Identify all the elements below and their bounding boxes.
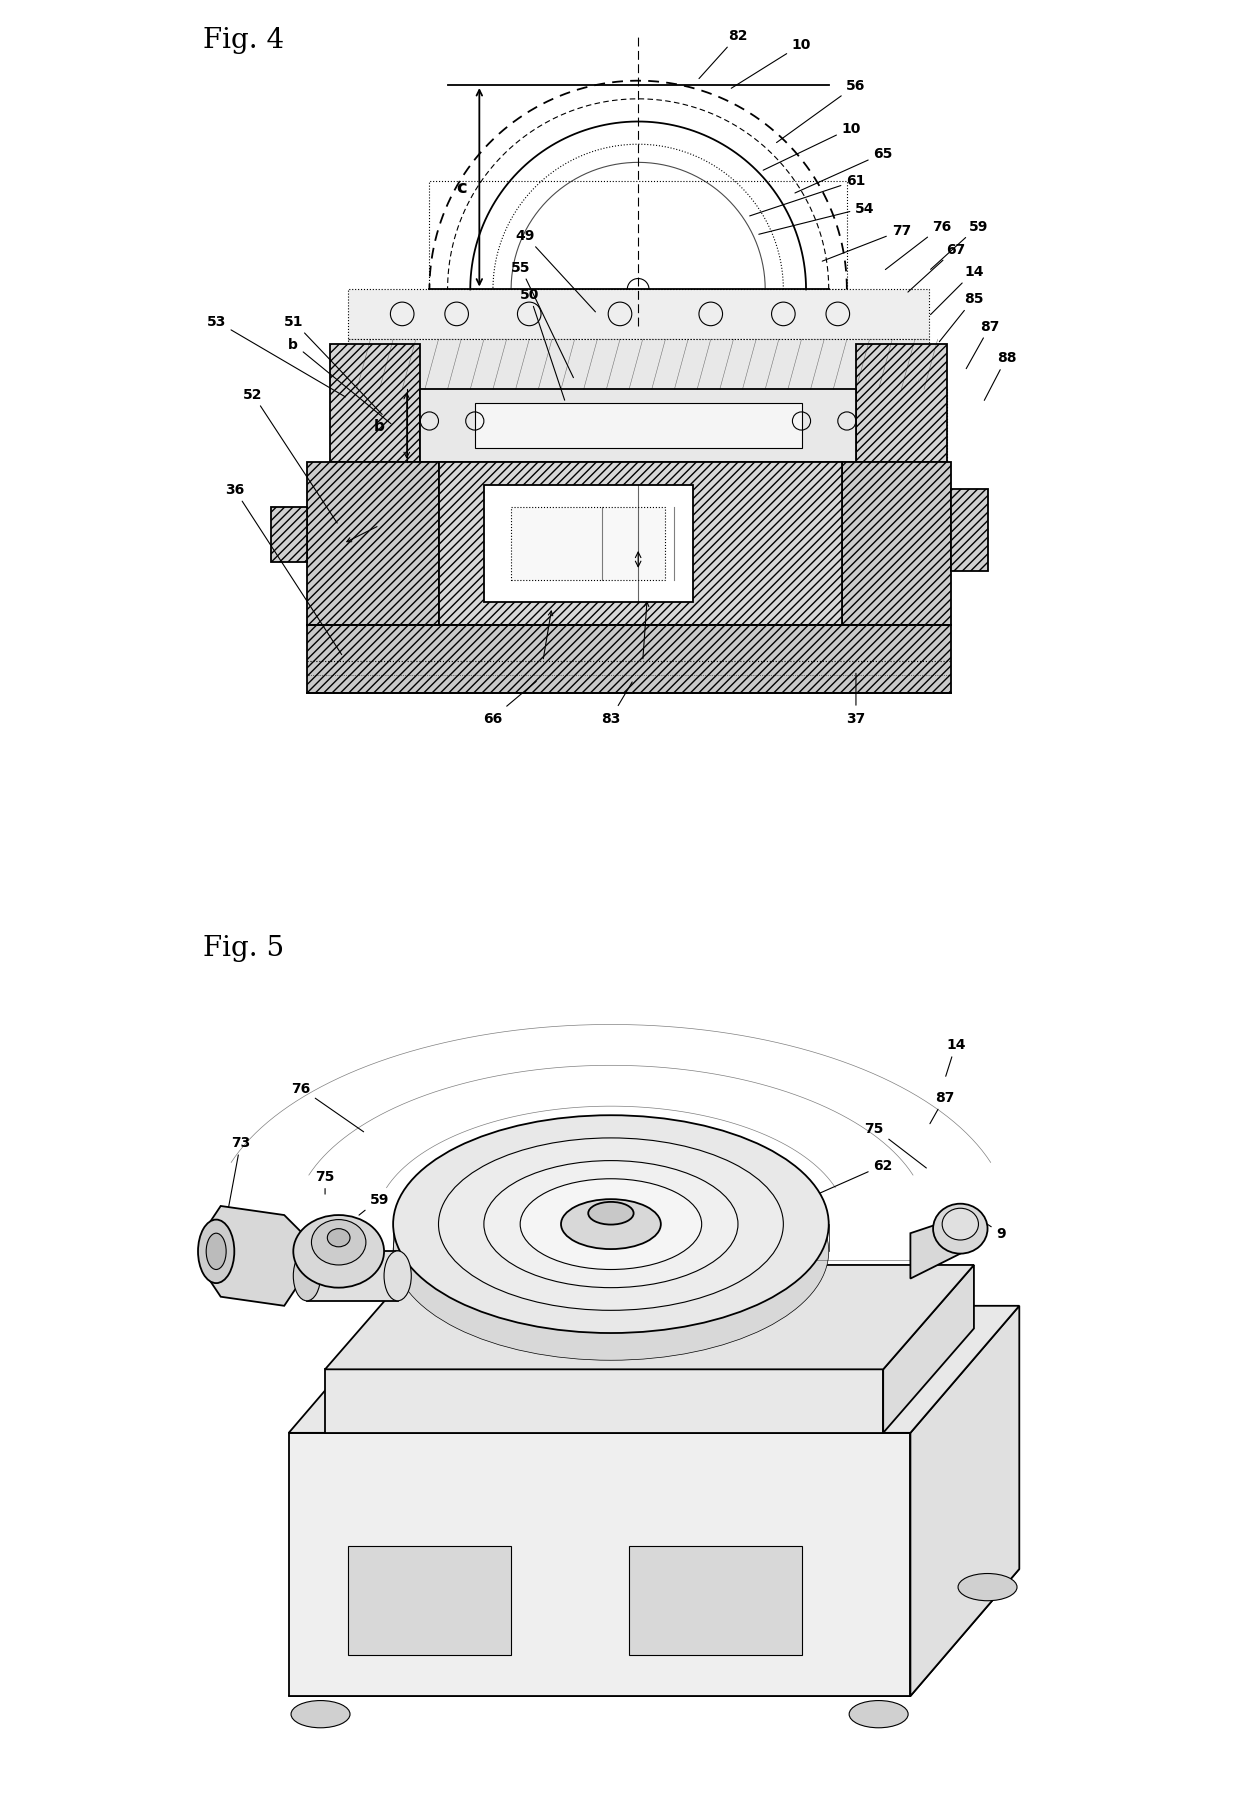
Text: 76: 76	[885, 219, 952, 270]
Ellipse shape	[560, 1199, 661, 1250]
Ellipse shape	[393, 1143, 828, 1360]
Bar	[511, 508, 666, 580]
Text: 50: 50	[657, 1228, 693, 1279]
Polygon shape	[325, 1370, 883, 1433]
Text: 59: 59	[930, 219, 988, 270]
Text: 57: 57	[709, 1219, 764, 1243]
Text: 75: 75	[315, 1170, 335, 1194]
Text: b: b	[374, 419, 384, 434]
Polygon shape	[910, 1215, 965, 1279]
Ellipse shape	[942, 1208, 978, 1241]
Text: 85: 85	[940, 292, 983, 343]
Text: 51: 51	[284, 316, 382, 415]
Text: b: b	[289, 337, 391, 424]
Bar	[484, 486, 693, 602]
Bar	[308, 463, 439, 626]
Text: 51: 51	[433, 1226, 472, 1243]
Ellipse shape	[206, 1234, 226, 1270]
Text: 59: 59	[360, 1192, 389, 1215]
Polygon shape	[629, 1546, 801, 1654]
Ellipse shape	[588, 1203, 634, 1224]
Bar	[856, 345, 946, 463]
Ellipse shape	[294, 1252, 320, 1301]
Ellipse shape	[327, 1230, 350, 1248]
Text: 76: 76	[291, 1081, 363, 1132]
Ellipse shape	[291, 1702, 350, 1727]
Text: 9: 9	[986, 1223, 1006, 1241]
Text: 58: 58	[713, 1228, 770, 1264]
Polygon shape	[202, 1206, 303, 1306]
Text: c: c	[456, 180, 466, 196]
Text: 83: 83	[601, 682, 632, 726]
Bar	[270, 508, 308, 562]
Text: 75: 75	[864, 1121, 926, 1168]
Polygon shape	[910, 1306, 1019, 1696]
Bar	[842, 463, 951, 626]
Text: 49: 49	[515, 229, 595, 312]
Ellipse shape	[952, 1215, 977, 1252]
Polygon shape	[289, 1569, 1019, 1696]
Text: 10: 10	[732, 38, 811, 89]
Text: 88: 88	[985, 352, 1017, 401]
Text: 87: 87	[930, 1090, 955, 1125]
Text: 54: 54	[759, 201, 874, 236]
Bar	[347, 341, 929, 390]
Ellipse shape	[439, 1139, 784, 1310]
Ellipse shape	[198, 1219, 234, 1284]
Text: 55: 55	[511, 261, 573, 379]
Text: 36: 36	[224, 483, 342, 655]
Text: 50: 50	[520, 288, 564, 401]
Text: 14: 14	[930, 265, 983, 316]
Bar	[308, 626, 951, 695]
Bar	[951, 490, 987, 571]
Text: 52: 52	[243, 388, 337, 524]
Text: 55: 55	[538, 1237, 568, 1270]
Ellipse shape	[384, 1252, 412, 1301]
Bar	[429, 181, 847, 290]
Text: 74: 74	[610, 1228, 630, 1282]
Text: Fig. 4: Fig. 4	[202, 27, 284, 54]
Text: 65: 65	[795, 147, 893, 194]
Text: 82: 82	[699, 29, 748, 80]
Ellipse shape	[311, 1221, 366, 1266]
Text: 56: 56	[776, 80, 866, 143]
Ellipse shape	[849, 1702, 908, 1727]
Bar	[330, 390, 946, 463]
Text: 77: 77	[822, 225, 911, 261]
Text: 67: 67	[908, 243, 966, 292]
Text: 10: 10	[763, 122, 861, 171]
Ellipse shape	[932, 1204, 987, 1253]
Polygon shape	[883, 1266, 973, 1433]
Text: 66: 66	[484, 682, 536, 726]
Ellipse shape	[520, 1179, 702, 1270]
Bar	[439, 463, 842, 626]
Text: 62: 62	[776, 1159, 893, 1212]
Text: 53: 53	[207, 316, 346, 397]
Text: Fig. 5: Fig. 5	[202, 934, 284, 961]
Text: 73: 73	[228, 1136, 250, 1208]
Bar	[330, 345, 420, 463]
Polygon shape	[308, 1252, 398, 1302]
Text: 37: 37	[847, 675, 866, 726]
Polygon shape	[289, 1306, 1019, 1433]
Ellipse shape	[294, 1215, 384, 1288]
Ellipse shape	[393, 1116, 828, 1333]
Ellipse shape	[959, 1575, 1017, 1600]
Ellipse shape	[484, 1161, 738, 1288]
Polygon shape	[325, 1266, 973, 1370]
Text: 14: 14	[946, 1038, 966, 1078]
Polygon shape	[347, 1546, 511, 1654]
Polygon shape	[289, 1433, 910, 1696]
Bar	[347, 290, 929, 341]
Bar	[420, 390, 856, 463]
Text: 61: 61	[750, 174, 866, 218]
Bar	[475, 403, 801, 448]
Ellipse shape	[401, 1575, 459, 1600]
Text: 87: 87	[966, 319, 999, 370]
